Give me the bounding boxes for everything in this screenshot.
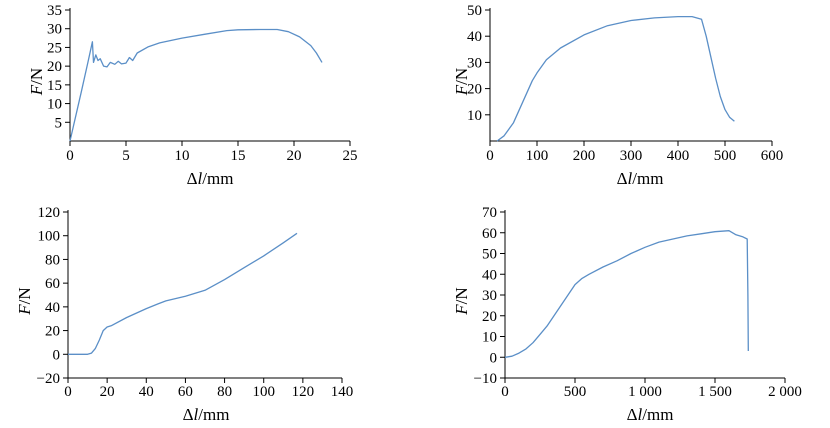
series-line xyxy=(504,230,749,358)
x-tick-label: 25 xyxy=(343,148,358,164)
x-tick-label: 0 xyxy=(66,148,74,164)
y-axis-label: F/N xyxy=(27,68,46,96)
x-tick-label: 100 xyxy=(252,384,275,400)
chart-panel-1: 5 10 15 20 25 30 35 0 5 10 15 20 25 Δl/mm F/N xyxy=(27,3,358,188)
y-tick-label: 50 xyxy=(482,247,497,263)
y-tick-label: 80 xyxy=(45,252,60,268)
x-tick-label: 140 xyxy=(331,384,354,400)
x-tick-label: 80 xyxy=(217,384,232,400)
y-tick-label: −10 xyxy=(474,371,497,387)
x-tick-label: 0 xyxy=(486,148,494,164)
x-tick-label: 60 xyxy=(178,384,193,400)
series-line xyxy=(69,28,323,142)
y-tick-label: 40 xyxy=(45,300,60,316)
y-axis-label: F/N xyxy=(15,287,34,315)
y-tick-label: 30 xyxy=(47,22,62,38)
x-tick-label: 20 xyxy=(100,384,115,400)
y-tick-label: 10 xyxy=(467,108,482,124)
x-axis-label: Δl/mm xyxy=(187,169,234,188)
x-tick-label: 1 000 xyxy=(628,384,662,400)
x-axis-label: Δl/mm xyxy=(627,405,674,424)
y-tick-label: 30 xyxy=(482,288,497,304)
y-axis-label: F/N xyxy=(452,68,471,96)
series-line xyxy=(496,15,735,142)
x-tick-label: 500 xyxy=(714,148,737,164)
y-tick-label: 0 xyxy=(53,347,61,363)
x-axis-label: Δl/mm xyxy=(183,405,230,424)
x-tick-label: 120 xyxy=(292,384,315,400)
x-tick-label: 500 xyxy=(564,384,587,400)
y-tick-label: 100 xyxy=(38,229,61,245)
y-tick-label: 10 xyxy=(47,97,62,113)
y-tick-label: 20 xyxy=(467,82,482,98)
y-tick-label: 20 xyxy=(47,59,62,75)
x-axis-label: Δl/mm xyxy=(617,169,664,188)
x-tick-label: 200 xyxy=(573,148,596,164)
y-tick-label: 60 xyxy=(482,226,497,242)
y-tick-label: 25 xyxy=(47,40,62,56)
y-tick-label: 15 xyxy=(47,78,62,94)
x-tick-label: 400 xyxy=(667,148,690,164)
y-tick-label: 50 xyxy=(467,3,482,19)
x-tick-label: 2 000 xyxy=(768,384,802,400)
y-tick-label: 20 xyxy=(45,324,60,340)
y-tick-label: 10 xyxy=(482,330,497,346)
y-tick-label: −20 xyxy=(37,371,60,387)
x-tick-label: 600 xyxy=(761,148,784,164)
x-tick-label: 5 xyxy=(122,148,130,164)
y-tick-label: 35 xyxy=(47,3,62,19)
x-tick-label: 0 xyxy=(64,384,72,400)
y-tick-label: 70 xyxy=(482,205,497,221)
y-tick-label: 60 xyxy=(45,276,60,292)
x-tick-label: 20 xyxy=(287,148,302,164)
x-tick-label: 0 xyxy=(501,384,509,400)
y-axis-label: F/N xyxy=(452,287,471,315)
series-line xyxy=(68,232,298,355)
x-tick-label: 100 xyxy=(526,148,549,164)
x-tick-label: 10 xyxy=(175,148,190,164)
x-tick-label: 300 xyxy=(620,148,643,164)
y-tick-label: 40 xyxy=(482,267,497,283)
x-tick-label: 15 xyxy=(231,148,246,164)
y-tick-label: 5 xyxy=(55,115,63,131)
y-tick-label: 40 xyxy=(467,29,482,45)
y-tick-label: 20 xyxy=(482,309,497,325)
x-tick-label: 1 500 xyxy=(698,384,732,400)
y-tick-label: 0 xyxy=(490,350,498,366)
y-tick-label: 120 xyxy=(38,205,61,221)
y-tick-label: 30 xyxy=(467,55,482,71)
x-tick-label: 40 xyxy=(139,384,154,400)
